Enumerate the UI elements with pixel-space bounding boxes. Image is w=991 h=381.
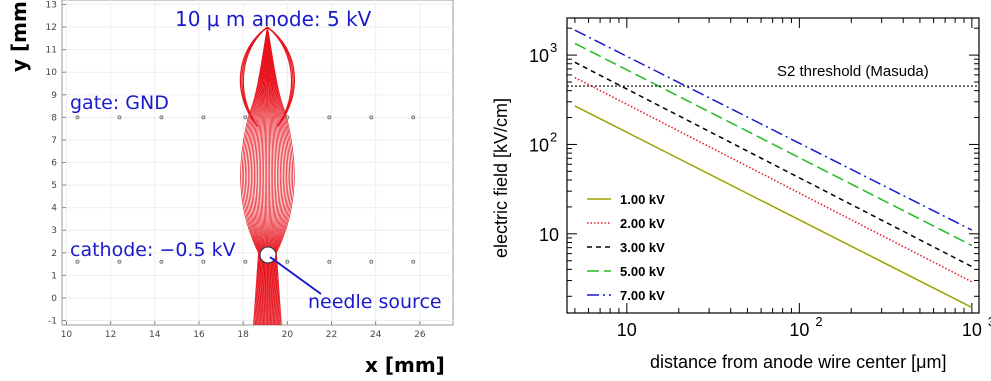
electrode-wires <box>75 115 416 264</box>
gate-wire <box>75 115 80 120</box>
field-line-outer <box>267 26 296 127</box>
field-lines <box>239 26 296 326</box>
field-line <box>267 27 291 326</box>
cathode-wire <box>411 259 416 264</box>
left-y-tick-label: 11 <box>46 46 57 56</box>
field-line-outer <box>267 26 294 127</box>
left-x-tick-label: 24 <box>370 330 382 340</box>
cathode-wire <box>159 259 164 264</box>
gate-wire <box>285 115 290 120</box>
cathode-label: cathode: −0.5 kV <box>70 239 236 261</box>
left-x-tick-label: 12 <box>105 330 116 340</box>
cathode-wire <box>285 259 290 264</box>
cathode-wire <box>117 259 122 264</box>
gate-wire <box>243 115 248 120</box>
legend-label: 1.00 kV <box>620 192 665 207</box>
right-x-tick-exponent: 2 <box>815 314 822 329</box>
left-y-tick-label: 2 <box>51 249 57 259</box>
field-line <box>267 27 283 326</box>
left-x-tick-label: 20 <box>282 330 294 340</box>
series-line <box>574 105 973 309</box>
field-line-outer <box>239 26 268 127</box>
left-y-axis-label: y [mm] <box>7 0 31 72</box>
field-line-outer <box>267 26 293 127</box>
left-y-tick-label: 6 <box>51 159 57 169</box>
left-x-tick-label: 22 <box>326 330 337 340</box>
anode-label: 10 μ m anode: 5 kV <box>175 7 372 31</box>
left-y-tick-label: 4 <box>51 204 57 214</box>
right-y-axis-label: electric field [kV/cm] <box>491 98 511 258</box>
left-y-tick-label: 0 <box>51 294 57 304</box>
left-y-tick-label: 10 <box>46 68 58 78</box>
left-y-tick-label: 3 <box>51 226 57 236</box>
gate-wire <box>327 115 332 120</box>
left-x-tick-label: 14 <box>149 330 161 340</box>
series-line <box>574 42 973 247</box>
left-x-tick-label: 16 <box>193 330 205 340</box>
legend-label: 3.00 kV <box>620 240 665 255</box>
series-line <box>574 76 973 283</box>
right-y-tick-label: 10 <box>539 225 559 245</box>
field-line <box>266 27 268 326</box>
gate-wire <box>201 115 206 120</box>
right-series-lines <box>574 29 973 309</box>
field-line <box>267 27 286 326</box>
left-y-tick-label: 12 <box>46 23 57 33</box>
right-x-tick-label: 10 <box>962 320 982 340</box>
left-x-tick-label: 18 <box>237 330 249 340</box>
right-x-tick-label: 10 <box>789 320 809 340</box>
gate-wire <box>159 115 164 120</box>
cathode-wire <box>75 259 80 264</box>
right-y-tick-exponent: 2 <box>550 129 557 144</box>
right-y-tick-label: 10 <box>529 46 549 66</box>
series-line <box>574 61 973 268</box>
legend-label: 2.00 kV <box>620 216 665 231</box>
field-line <box>267 27 294 326</box>
left-y-tick-label: 13 <box>46 1 57 11</box>
field-line-outer <box>241 26 268 127</box>
legend-label: 7.00 kV <box>620 288 665 303</box>
gate-label: gate: GND <box>70 92 169 114</box>
left-y-tick-label: 9 <box>51 91 57 101</box>
field-line <box>267 27 289 326</box>
field-line <box>267 27 281 326</box>
cathode-wire <box>327 259 332 264</box>
left-y-tick-label: 1 <box>51 271 57 281</box>
field-line <box>267 27 295 326</box>
left-y-tick-label: 5 <box>51 181 57 191</box>
threshold-label: S2 threshold (Masuda) <box>777 63 929 80</box>
right-axis-ticks: 1010210310102103 <box>529 18 991 340</box>
cathode-wire <box>201 259 206 264</box>
left-y-tick-label: 8 <box>51 113 57 123</box>
gate-wire <box>369 115 374 120</box>
field-line <box>267 27 292 326</box>
field-line-outer <box>242 26 268 127</box>
field-line <box>267 27 284 326</box>
gate-wire <box>117 115 122 120</box>
right-y-tick-exponent: 3 <box>550 40 557 55</box>
right-x-tick-exponent: 3 <box>988 314 991 329</box>
left-y-tick-label: -1 <box>48 316 57 326</box>
cathode-wire <box>243 259 248 264</box>
right-x-tick-label: 10 <box>617 320 637 340</box>
legend: 1.00 kV 2.00 kV 3.00 kV 5.00 kV 7.00 kV <box>587 192 665 303</box>
needle-pointer <box>269 256 322 295</box>
needle-label: needle source <box>308 291 442 313</box>
left-x-tick-label: 10 <box>61 330 73 340</box>
left-x-axis-label: x [mm] <box>365 353 445 377</box>
left-y-tick-label: 7 <box>51 136 57 146</box>
right-y-tick-label: 10 <box>529 135 549 155</box>
legend-label: 5.00 kV <box>620 264 665 279</box>
left-x-tick-label: 26 <box>414 330 426 340</box>
series-line <box>574 29 973 231</box>
field-strength-panel: 1010210310102103 S2 threshold (Masuda) 1… <box>491 17 991 372</box>
gate-wire <box>411 115 416 120</box>
right-x-axis-label: distance from anode wire center [μm] <box>650 352 947 372</box>
cathode-wire <box>369 259 374 264</box>
